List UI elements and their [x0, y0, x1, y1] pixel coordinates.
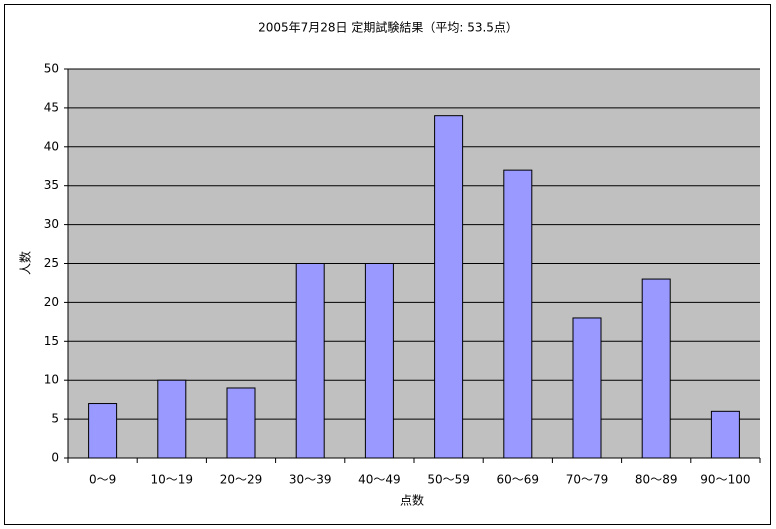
x-tick-label: 10～19 — [151, 473, 194, 487]
bar — [157, 379, 187, 459]
y-tick-label: 40 — [44, 139, 59, 153]
x-tick-label: 30～39 — [289, 473, 332, 487]
y-tick-label: 25 — [44, 256, 59, 270]
bar — [364, 263, 394, 459]
x-tick-label: 70～79 — [566, 473, 609, 487]
x-axis-label: 点数 — [400, 493, 424, 508]
y-tick-label: 0 — [51, 451, 59, 465]
x-tick-label: 80～89 — [635, 473, 678, 487]
y-tick-label: 15 — [44, 334, 59, 348]
x-tick-label: 50～59 — [427, 473, 470, 487]
bar — [572, 317, 602, 459]
x-tick-label: 90～100 — [700, 473, 750, 487]
x-tick-label: 0～9 — [89, 473, 116, 487]
bar — [710, 410, 740, 459]
y-tick-label: 45 — [44, 100, 59, 114]
bar — [434, 115, 464, 459]
bar — [88, 403, 118, 459]
y-tick-label: 5 — [51, 412, 59, 426]
y-tick-label: 10 — [44, 373, 59, 387]
y-tick-label: 50 — [44, 62, 59, 76]
bar — [295, 263, 325, 459]
bar — [226, 387, 256, 459]
bar — [641, 278, 671, 459]
y-tick-label: 35 — [44, 178, 59, 192]
x-tick-label: 60～69 — [497, 473, 540, 487]
chart-title: 2005年7月28日 定期試験結果（平均: 53.5点） — [258, 20, 518, 35]
y-tick-label: 30 — [44, 217, 59, 231]
x-tick-label: 40～49 — [358, 473, 401, 487]
y-tick-label: 20 — [44, 295, 59, 309]
bar — [503, 169, 533, 459]
y-axis-label: 人数 — [18, 251, 33, 275]
x-tick-label: 20～29 — [220, 473, 263, 487]
